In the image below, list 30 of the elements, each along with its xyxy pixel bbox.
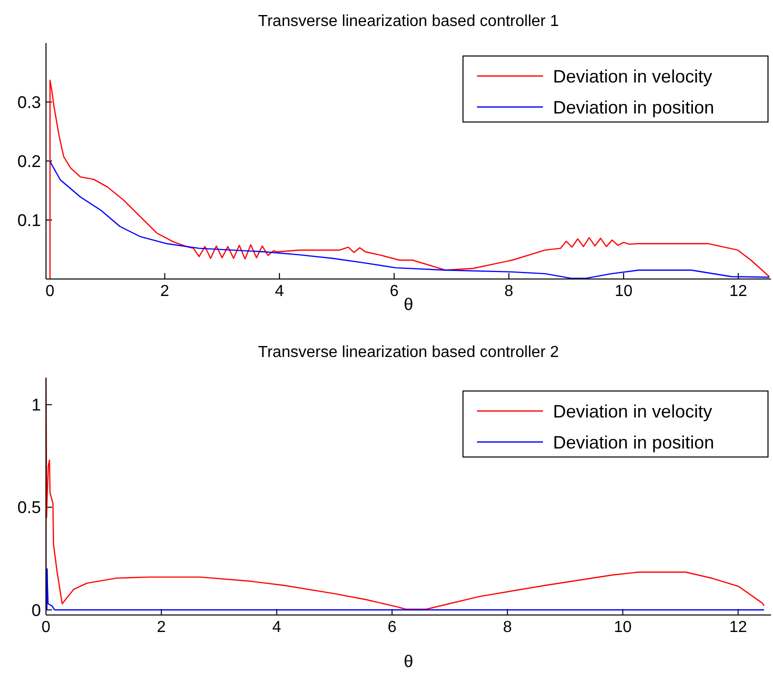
x-tick-label: 10 [614,619,632,636]
y-tick-label: 0.3 [17,92,41,112]
x-tick-label: 8 [504,283,514,300]
legend-label: Deviation in velocity [553,66,712,86]
x-tick-label: 2 [156,619,166,636]
x-tick-label: 6 [388,619,397,636]
x-tick-label: 0 [46,283,55,300]
y-tick-label: 0 [32,600,41,620]
x-tick-label: 4 [272,619,282,636]
x-tick-label: 10 [614,283,633,300]
line-series [45,377,765,610]
x-tick-label: 4 [274,283,284,300]
chart-title: Transverse linearization based controller 2 [258,344,560,361]
x-axis-title: θ [404,295,414,314]
y-tick-label: 0.5 [17,498,41,518]
x-tick-label: 6 [390,283,399,300]
line-series [46,568,765,610]
y-tick-label: 0.1 [17,210,41,230]
x-tick-label: 12 [729,619,748,636]
x-axis-title: θ [404,652,414,671]
x-tick-label: 2 [160,283,170,300]
legend-label: Deviation in position [553,432,714,452]
legend-label: Deviation in position [553,97,714,118]
x-tick-label: 8 [502,619,512,636]
chart-title: Transverse linearization based controller 1 [258,13,560,30]
legend-label: Deviation in velocity [553,401,712,422]
x-tick-label: 12 [729,283,748,300]
line-series [49,160,770,280]
y-tick-label: 0.2 [17,152,41,171]
y-tick-label: 1 [32,396,41,415]
